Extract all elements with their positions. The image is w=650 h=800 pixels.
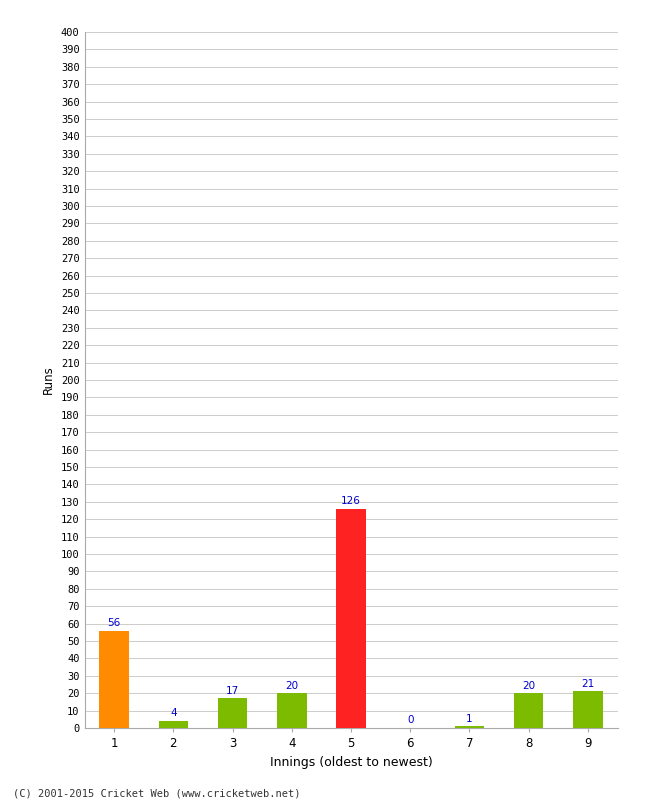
Text: 0: 0 <box>407 715 413 726</box>
Bar <box>514 693 543 728</box>
Text: 126: 126 <box>341 496 361 506</box>
X-axis label: Innings (oldest to newest): Innings (oldest to newest) <box>270 755 432 769</box>
Text: 17: 17 <box>226 686 239 696</box>
Text: 1: 1 <box>466 714 473 724</box>
Bar <box>454 726 484 728</box>
Text: (C) 2001-2015 Cricket Web (www.cricketweb.net): (C) 2001-2015 Cricket Web (www.cricketwe… <box>13 788 300 798</box>
Bar <box>336 509 366 728</box>
Text: 21: 21 <box>581 679 595 689</box>
Bar <box>159 721 188 728</box>
Y-axis label: Runs: Runs <box>42 366 55 394</box>
Bar <box>218 698 248 728</box>
Text: 20: 20 <box>285 681 298 690</box>
Text: 4: 4 <box>170 709 177 718</box>
Bar <box>573 691 603 728</box>
Text: 20: 20 <box>522 681 535 690</box>
Bar <box>277 693 307 728</box>
Bar <box>99 630 129 728</box>
Text: 56: 56 <box>107 618 121 628</box>
